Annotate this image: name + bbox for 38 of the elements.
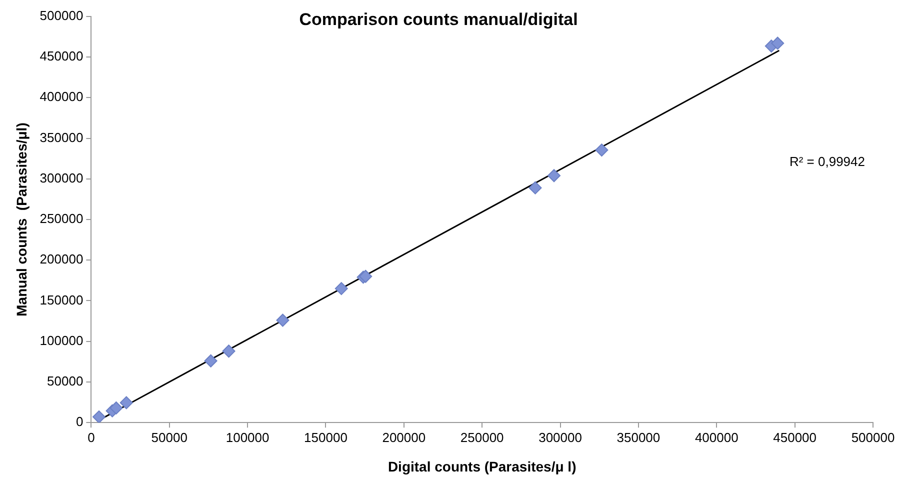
x-tick-label: 450000 xyxy=(773,430,817,445)
point xyxy=(110,401,123,414)
y-tick-label: 350000 xyxy=(40,130,84,145)
x-tick-label: 400000 xyxy=(694,430,738,445)
x-axis-title: Digital counts (Parasites/μ l) xyxy=(388,458,576,474)
x-tick-label: 50000 xyxy=(151,430,188,445)
y-tick-label: 100000 xyxy=(40,332,84,348)
y-tick-label: 50000 xyxy=(47,374,84,389)
y-tick-label: 500000 xyxy=(40,8,84,23)
point xyxy=(771,36,784,50)
annotation: R² = 0,99942 xyxy=(789,154,865,170)
x-tick-label: 350000 xyxy=(616,430,660,445)
point xyxy=(92,410,106,423)
x-tick-label: 300000 xyxy=(538,430,582,445)
y-tick-label: 150000 xyxy=(40,292,84,308)
y-tick-label: 300000 xyxy=(40,170,84,186)
point xyxy=(595,144,608,157)
y-tick-label: 0 xyxy=(76,414,84,430)
x-tick-label: 500000 xyxy=(851,430,895,445)
y-tick-label: 450000 xyxy=(40,48,84,64)
point xyxy=(222,344,236,358)
y-tick-label: 400000 xyxy=(40,89,84,104)
x-tick-label: 250000 xyxy=(460,430,504,445)
chart-title: Comparison counts manual/digital xyxy=(299,10,578,29)
x-tick-label: 0 xyxy=(88,430,95,445)
y-tick-label: 200000 xyxy=(40,252,84,267)
point xyxy=(120,396,133,410)
x-tick-label: 100000 xyxy=(226,430,270,445)
point xyxy=(276,314,290,327)
x-tick-label: 200000 xyxy=(382,430,426,445)
point xyxy=(204,354,218,368)
point xyxy=(528,181,542,194)
point xyxy=(359,270,372,283)
x-tick-label: 150000 xyxy=(304,430,348,445)
point xyxy=(548,169,561,182)
y-axis-title: Manual counts (Parasites/μl) xyxy=(13,122,30,316)
y-tick-label: 250000 xyxy=(40,211,84,226)
point xyxy=(334,282,348,296)
